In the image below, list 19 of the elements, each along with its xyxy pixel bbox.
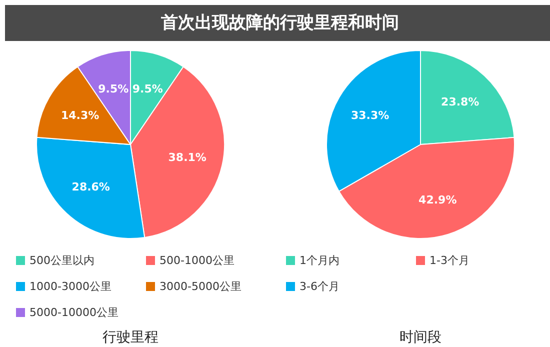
data-label: 9.5%	[98, 82, 129, 96]
data-label: 9.5%	[132, 82, 163, 96]
legend-label: 500公里以内	[30, 254, 94, 267]
legend-label: 5000-10000公里	[30, 306, 118, 319]
data-label: 33.3%	[350, 108, 390, 122]
legend-label: 500-1000公里	[160, 254, 234, 267]
data-label: 28.6%	[72, 180, 110, 194]
legend-label: 1个月内	[300, 254, 340, 267]
text: 行驶里程	[102, 330, 158, 346]
legend-label: 3000-5000公里	[160, 280, 242, 293]
data-label: 42.9%	[418, 194, 457, 207]
legend-label: 1000-3000公里	[30, 280, 112, 293]
text: 时间段	[400, 330, 442, 346]
legend-label: 3-6个月	[300, 280, 340, 293]
data-label: 23.8%	[441, 95, 480, 108]
text: 首次出现故障的行驶里程和时间	[161, 12, 399, 35]
data-label: 14.3%	[60, 108, 100, 122]
legend-label: 1-3个月	[430, 254, 470, 267]
data-label: 38.1%	[168, 150, 206, 164]
